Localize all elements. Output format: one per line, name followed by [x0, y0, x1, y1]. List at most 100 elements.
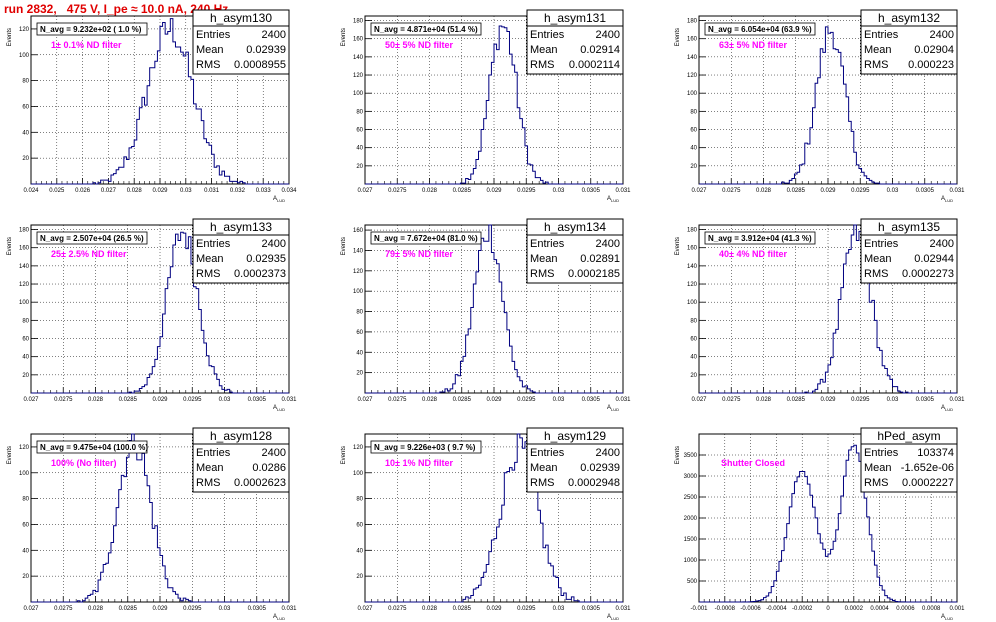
- y-tick-label: 120: [19, 27, 30, 33]
- filter-label: 40± 4% ND filter: [719, 249, 787, 259]
- stats-box: h_asym129 Entries 2400 Mean 0.02939 RMS 0.0002…: [526, 427, 624, 493]
- filter-label: 63± 5% ND filter: [719, 40, 787, 50]
- x-tick-label: 0.03: [219, 606, 231, 612]
- y-tick-label: 100: [353, 91, 364, 97]
- y-tick-label: 180: [687, 228, 698, 234]
- x-tick-label: 0.0305: [916, 397, 935, 403]
- x-tick-label: 0.03: [180, 188, 192, 194]
- stats-box-frame: [860, 427, 958, 493]
- stat-value: 0.0002227: [902, 477, 954, 489]
- stats-box: h_asym128 Entries 2400 Mean 0.0286 RMS 0.00026…: [192, 427, 290, 493]
- x-tick-label: 0.0275: [722, 188, 741, 194]
- y-tick-label: 140: [19, 264, 30, 270]
- x-tick-label: 0.027: [357, 397, 373, 403]
- x-tick-label: 0.0285: [119, 606, 138, 612]
- stat-value: 0.000223: [908, 59, 954, 71]
- y-tick-label: 100: [19, 300, 30, 306]
- y-tick-label: 3500: [684, 453, 698, 459]
- x-tick-label: 0.0305: [582, 397, 601, 403]
- x-tick-label: 0.0295: [517, 606, 536, 612]
- stat-label: RMS: [530, 268, 554, 280]
- stat-label: Entries: [196, 447, 231, 459]
- stat-label: Mean: [530, 253, 558, 265]
- navg-label: N_avg = 2.507e+04 (26.5 %): [40, 234, 144, 243]
- stats-box-frame: [526, 9, 624, 75]
- y-tick-label: 2000: [684, 516, 698, 522]
- histogram-h_asym134: [365, 224, 623, 394]
- histogram-name: h_asym135: [878, 220, 940, 234]
- y-axis-label: Events: [7, 28, 13, 46]
- histogram-h_asym131: [365, 25, 623, 185]
- stats-box-frame: [860, 218, 958, 284]
- x-tick-label: -0.0006: [740, 606, 761, 612]
- x-tick-label: 0.0295: [183, 606, 202, 612]
- x-tick-label: 0.0295: [517, 188, 536, 194]
- y-axis-label: Events: [7, 237, 13, 255]
- y-tick-label: 140: [687, 55, 698, 61]
- stat-label: Entries: [196, 238, 231, 250]
- x-axis-label: ALUD: [941, 196, 953, 203]
- x-tick-label: 0.0285: [453, 606, 472, 612]
- y-tick-label: 1000: [684, 558, 698, 564]
- histogram-name: h_asym133: [210, 220, 272, 234]
- y-tick-label: 80: [22, 79, 29, 85]
- stats-box-frame: [526, 427, 624, 493]
- x-tick-label: 0.03: [219, 397, 231, 403]
- y-tick-label: 60: [22, 104, 29, 110]
- pad-hPed_asym: -0.001 -0.0008 -0.0006 -0.0004 -0.0002 0 0.000…: [675, 427, 965, 621]
- stat-label: RMS: [530, 59, 554, 71]
- x-tick-label: 0.027: [357, 188, 373, 194]
- x-tick-label: -0.0008: [715, 606, 736, 612]
- histogram-h_asym135: [699, 224, 957, 394]
- navg-label: N_avg = 9.475e+04 (100.0 %): [40, 443, 148, 452]
- x-tick-label: 0.03: [887, 397, 899, 403]
- y-tick-label: 100: [353, 289, 364, 295]
- x-tick-label: 0.001: [949, 606, 965, 612]
- y-axis-label: Events: [341, 237, 347, 255]
- stat-label: RMS: [864, 268, 888, 280]
- y-tick-label: 120: [687, 73, 698, 79]
- y-tick-label: 20: [356, 164, 363, 170]
- x-tick-label: 0.0305: [916, 188, 935, 194]
- stat-label: Mean: [196, 44, 224, 56]
- y-tick-label: 120: [19, 445, 30, 451]
- x-tick-label: 0.025: [49, 188, 65, 194]
- x-tick-label: 0.031: [949, 188, 965, 194]
- x-axis-label: ALUD: [607, 405, 619, 412]
- histogram-h_asym129: [365, 433, 623, 603]
- y-tick-label: 80: [356, 310, 363, 316]
- stat-value: 0.0002114: [569, 59, 620, 71]
- navg-label: N_avg = 9.232e+02 ( 1.0 %): [40, 25, 142, 34]
- x-axis-label: ALUD: [273, 196, 285, 203]
- filter-label: 25± 2.5% ND filter: [51, 249, 127, 259]
- y-tick-label: 120: [353, 445, 364, 451]
- stat-value: 103374: [917, 447, 954, 459]
- stats-box: h_asym130 Entries 2400 Mean 0.02939 RMS 0.0008…: [192, 9, 290, 75]
- histogram-name: h_asym128: [210, 429, 272, 443]
- navg-box: [36, 22, 148, 36]
- stat-label: RMS: [196, 477, 220, 489]
- navg-box: [370, 22, 482, 36]
- navg-box: [370, 231, 482, 245]
- x-tick-label: 0.029: [152, 188, 168, 194]
- y-tick-label: 40: [22, 548, 29, 554]
- navg-label: N_avg = 6.054e+04 (63.9 %): [708, 25, 812, 34]
- x-tick-label: 0.0295: [517, 397, 536, 403]
- y-tick-label: 40: [356, 146, 363, 152]
- x-tick-label: 0.031: [615, 397, 631, 403]
- stats-box-frame: [860, 9, 958, 75]
- pad-h_asym135: 0.027 0.0275 0.028 0.0285 0.029 0.0295 0.03 0.0…: [675, 218, 965, 412]
- stats-box: h_asym134 Entries 2400 Mean 0.02891 RMS 0.0002…: [526, 218, 624, 284]
- stats-box-frame: [192, 218, 290, 284]
- stat-value: 0.02914: [580, 44, 620, 56]
- stat-value: 2400: [930, 238, 954, 250]
- x-tick-label: 0.0285: [787, 397, 806, 403]
- stats-box: h_asym133 Entries 2400 Mean 0.02935 RMS 0.0002…: [192, 218, 290, 284]
- y-tick-label: 40: [356, 350, 363, 356]
- stat-value: 0.0002373: [234, 268, 286, 280]
- stat-value: 2400: [262, 29, 286, 41]
- y-tick-label: 60: [356, 330, 363, 336]
- stat-value: 0.0008955: [234, 59, 286, 71]
- x-tick-label: 0.0275: [388, 188, 407, 194]
